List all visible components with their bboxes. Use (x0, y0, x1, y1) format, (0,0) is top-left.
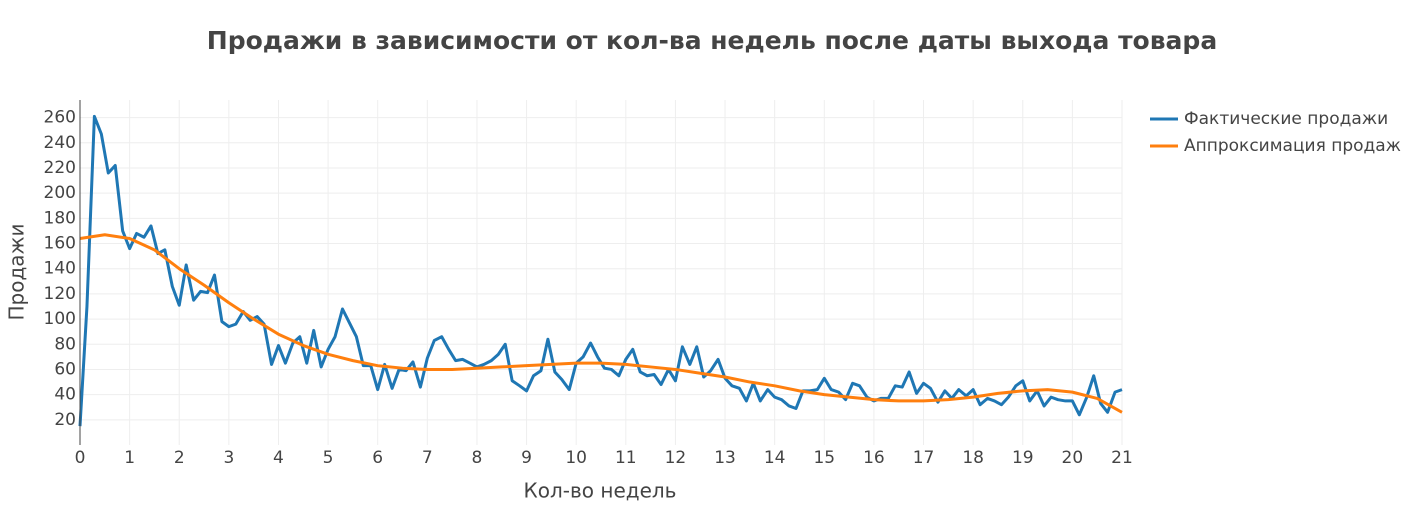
x-tick-label: 4 (273, 448, 284, 468)
x-tick-label: 16 (863, 448, 885, 468)
series-line (78, 114, 1123, 427)
y-tick-label: 40 (54, 385, 76, 405)
legend-label: Аппроксимация продаж (1184, 136, 1401, 156)
x-tick-label: 0 (75, 448, 86, 468)
legend-label: Фактические продажи (1184, 109, 1388, 129)
y-tick-label: 180 (44, 208, 76, 228)
x-tick-label: 11 (615, 448, 637, 468)
series-line (79, 233, 1123, 414)
x-tick-label: 21 (1111, 448, 1133, 468)
grid: 0 1 2 3 4 5 6 7 8 9 10 11 12 13 14 15 16 17 18 19 20 21204060… (44, 100, 1133, 468)
x-tick-label: 10 (565, 448, 587, 468)
y-tick-label: 80 (54, 334, 76, 354)
x-tick-label: 18 (962, 448, 984, 468)
y-tick-label: 200 (44, 183, 76, 203)
x-axis-label: Кол-во недель (524, 479, 677, 503)
x-tick-label: 15 (813, 448, 835, 468)
chart-title: Продажи в зависимости от кол-ва недель п… (207, 26, 1217, 55)
x-tick-label: 7 (422, 448, 433, 468)
y-axis-label: Продажи (5, 223, 29, 320)
y-tick-label: 140 (44, 259, 76, 279)
x-tick-label: 17 (913, 448, 935, 468)
x-tick-label: 6 (372, 448, 383, 468)
x-tick-label: 3 (223, 448, 234, 468)
x-tick-label: 5 (323, 448, 334, 468)
x-tick-label: 13 (714, 448, 736, 468)
x-tick-label: 14 (764, 448, 786, 468)
y-tick-label: 260 (44, 108, 76, 128)
y-tick-label: 20 (54, 410, 76, 430)
x-tick-label: 20 (1062, 448, 1084, 468)
x-tick-label: 9 (521, 448, 532, 468)
y-tick-label: 240 (44, 133, 76, 153)
x-tick-label: 2 (174, 448, 185, 468)
x-tick-label: 1 (124, 448, 135, 468)
plot-area (78, 114, 1123, 427)
x-tick-label: 8 (472, 448, 483, 468)
x-tick-label: 12 (665, 448, 687, 468)
y-tick-label: 160 (44, 234, 76, 254)
legend: Фактические продажи Аппроксимация продаж (1150, 109, 1401, 156)
y-tick-label: 100 (44, 309, 76, 329)
x-tick-label: 19 (1012, 448, 1034, 468)
y-tick-label: 60 (54, 359, 76, 379)
y-tick-label: 120 (44, 284, 76, 304)
y-tick-label: 220 (44, 158, 76, 178)
